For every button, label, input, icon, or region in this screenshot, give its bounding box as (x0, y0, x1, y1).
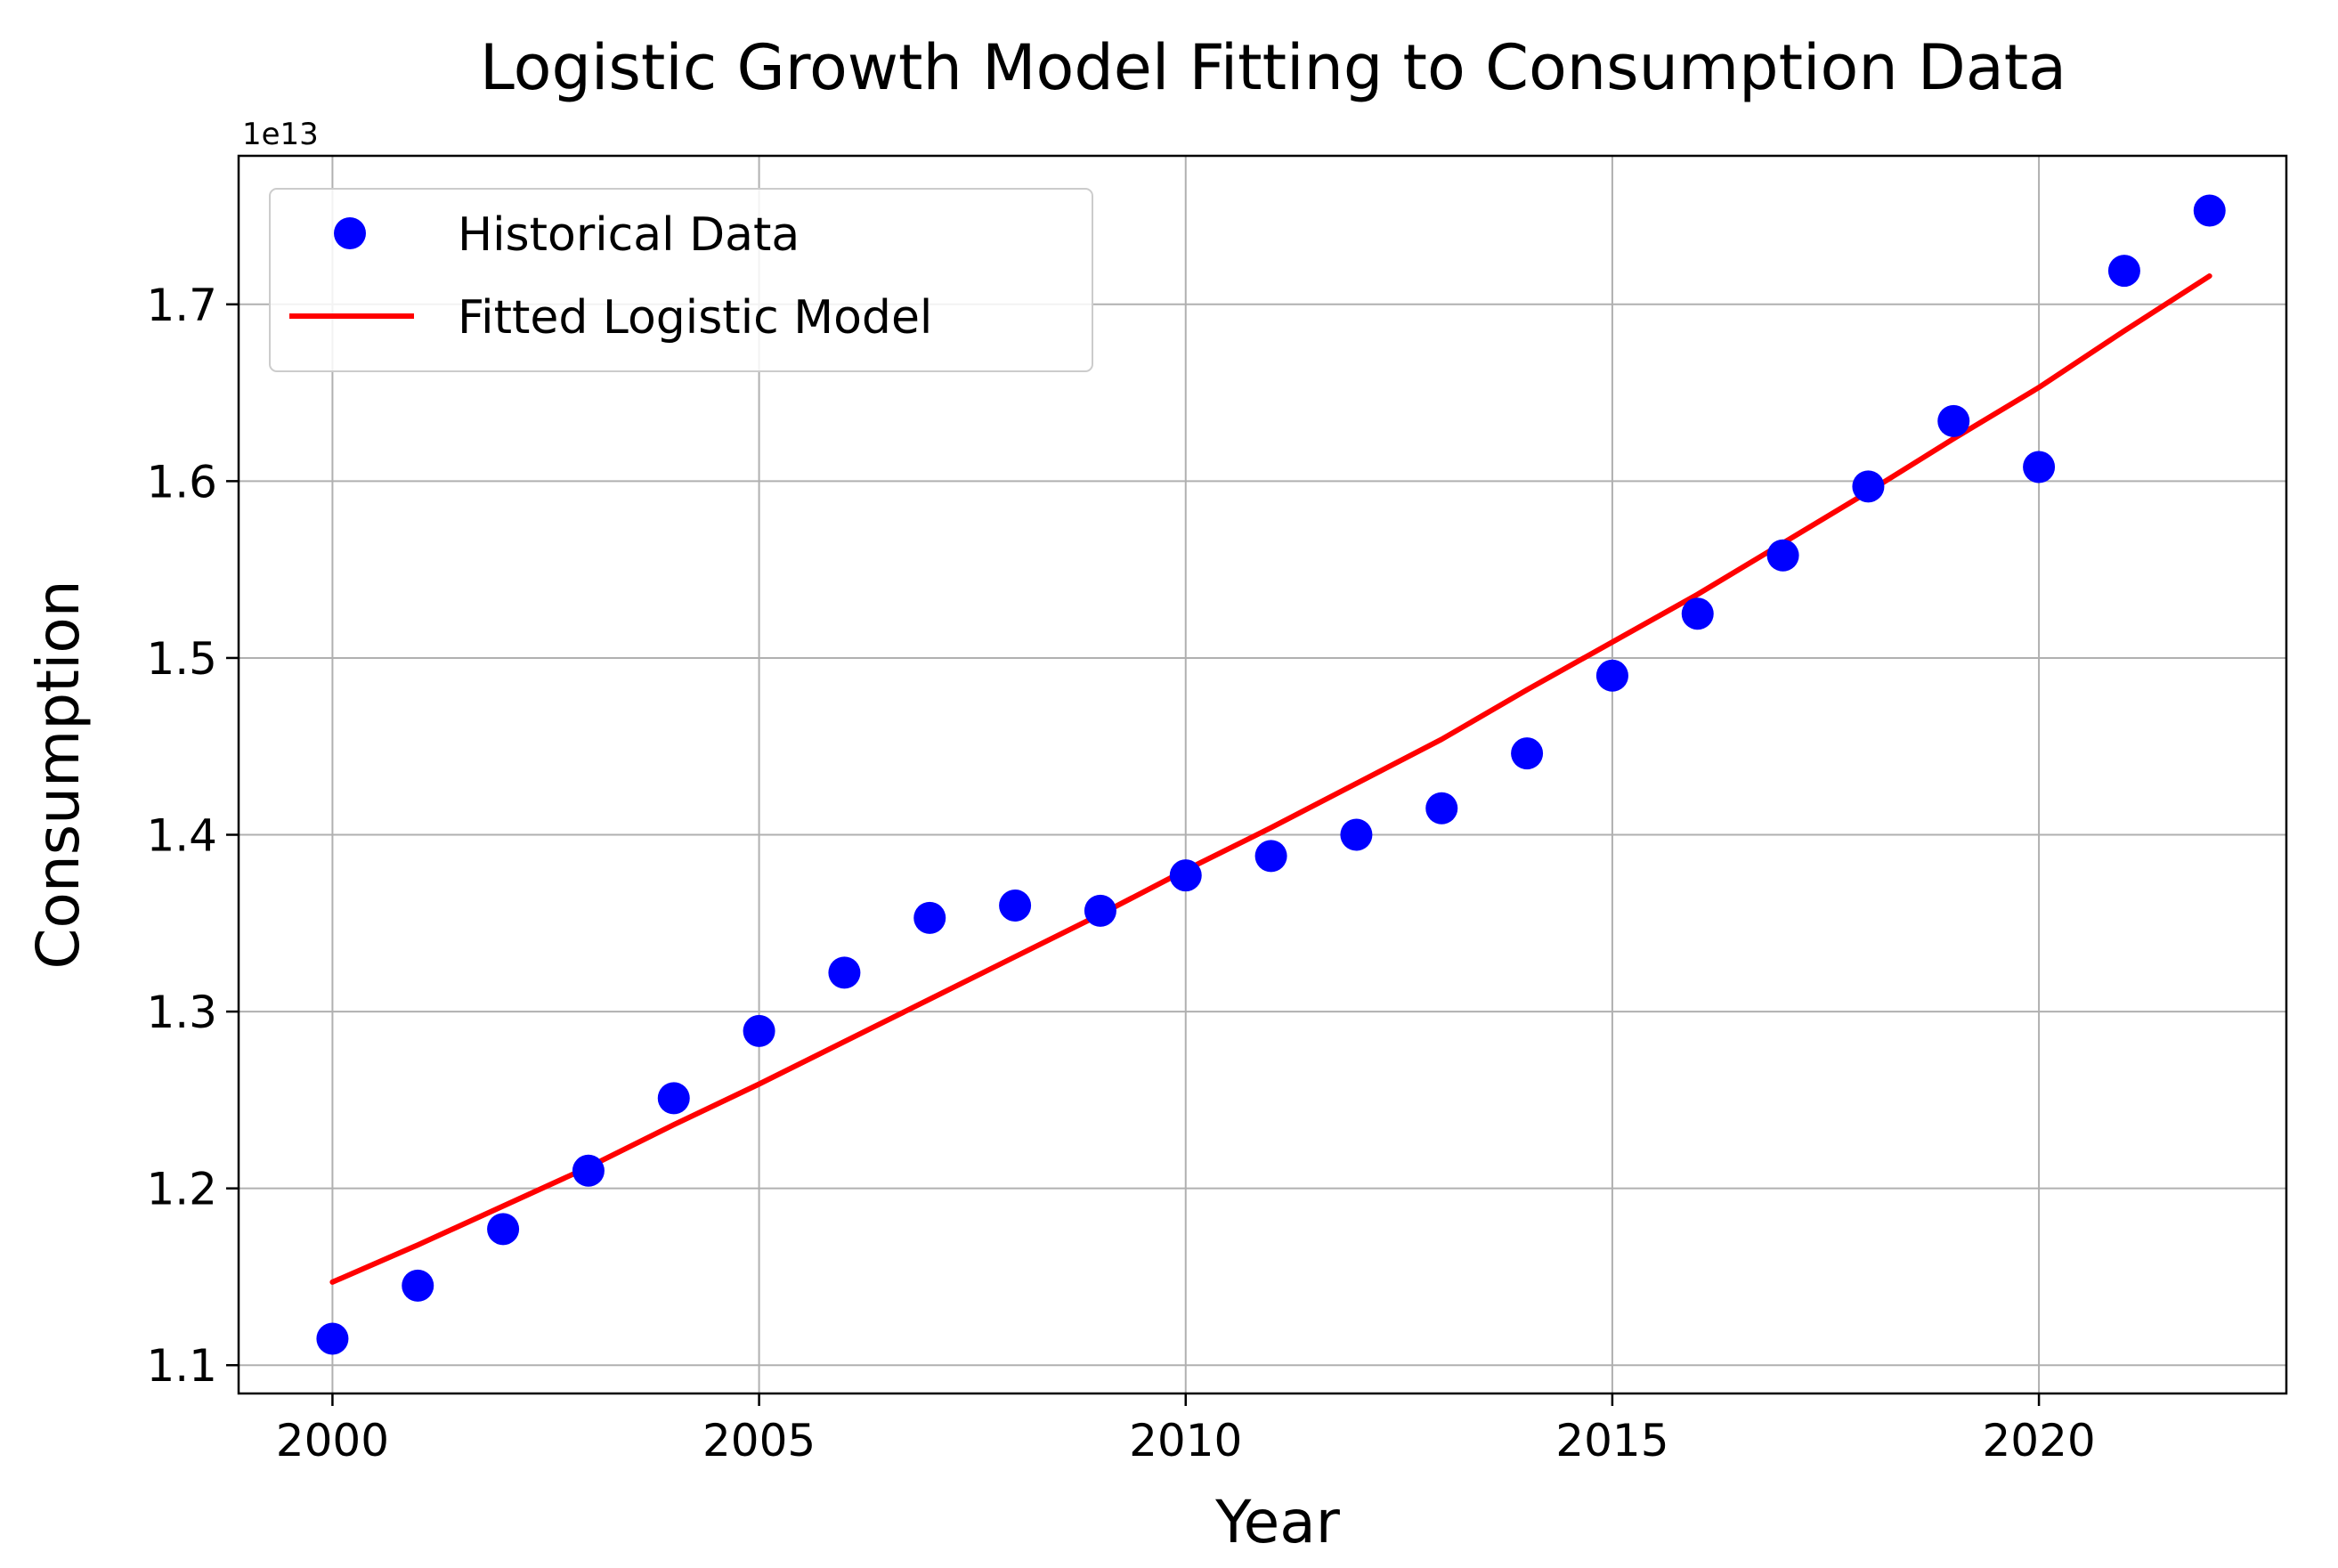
legend-label-fitted: Fitted Logistic Model (458, 291, 932, 345)
data-point (743, 1014, 775, 1047)
x-tick-label: 2005 (702, 1415, 816, 1466)
x-tick-label: 2015 (1555, 1415, 1668, 1466)
x-tick-label: 2010 (1129, 1415, 1242, 1466)
data-point (1681, 597, 1714, 630)
plot-frame (237, 154, 2288, 1395)
y-tick-label: 1.2 (146, 1164, 217, 1215)
x-axis-ticks: 2000 2005 2010 2015 2020 (276, 1393, 2096, 1466)
y-tick-label: 1.5 (146, 633, 217, 685)
data-point (913, 901, 946, 934)
data-point (2023, 451, 2056, 483)
data-point (1084, 894, 1116, 927)
data-point (2193, 194, 2226, 227)
y-tick-label: 1.4 (146, 810, 217, 862)
legend-label-historical: Historical Data (458, 208, 800, 262)
data-point (402, 1269, 434, 1302)
y-axis-ticks: 1.1 1.2 1.3 1.4 1.5 1.6 1.7 (146, 280, 239, 1392)
data-point (1852, 470, 1885, 503)
x-tick-label: 2020 (1982, 1415, 2095, 1466)
data-point (1595, 659, 1628, 692)
x-tick-label: 2000 (276, 1415, 389, 1466)
data-point (316, 1322, 349, 1355)
legend-box (269, 188, 1093, 372)
chart-title: Logistic Growth Model Fitting to Consump… (480, 31, 2066, 104)
legend: Historical Data Fitted Logistic Model (269, 188, 1093, 372)
x-axis-label: Year (1214, 1488, 1341, 1556)
y-tick-label: 1.6 (146, 456, 217, 508)
data-point (572, 1154, 605, 1187)
data-point (657, 1082, 690, 1115)
data-points-layer (316, 194, 2226, 1355)
y-axis-label: Consumption (24, 580, 93, 969)
y-tick-label: 1.1 (146, 1340, 217, 1392)
y-tick-label: 1.7 (146, 280, 217, 331)
fitted-line-layer (329, 273, 2212, 1285)
data-point (1511, 737, 1544, 770)
data-point (1254, 840, 1287, 873)
data-point (2107, 255, 2140, 288)
data-point (487, 1213, 520, 1246)
grid-lines (239, 156, 2286, 1393)
data-point (1937, 404, 1970, 437)
data-point (1766, 539, 1799, 572)
fitted-logistic-line (329, 273, 2212, 1285)
data-point (1169, 859, 1202, 892)
legend-marker-historical (334, 217, 366, 249)
data-point (999, 889, 1032, 922)
data-point (828, 956, 861, 989)
data-point (1340, 818, 1373, 851)
data-point (1425, 792, 1458, 825)
y-tick-label: 1.3 (146, 987, 217, 1038)
y-axis-offset-label: 1e13 (242, 117, 319, 152)
